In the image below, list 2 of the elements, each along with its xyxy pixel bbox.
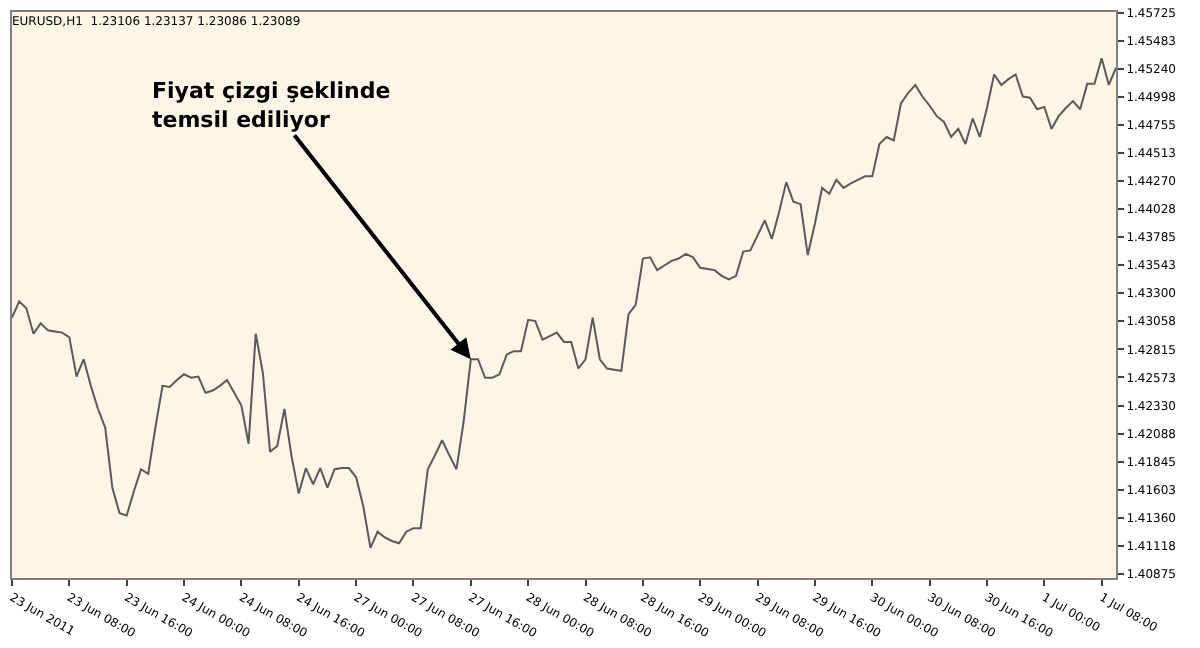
- line-series: [12, 57, 1116, 549]
- annotation: Fiyat çizgi şeklinde temsil ediliyor: [152, 78, 391, 133]
